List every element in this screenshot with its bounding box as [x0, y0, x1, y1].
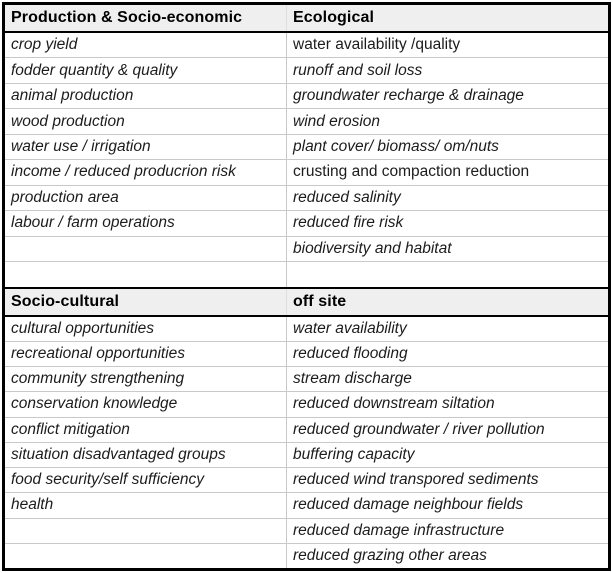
- section-sociocultural-offsite: Socio-cultural off site cultural opportu…: [5, 286, 608, 568]
- table-cell: water use / irrigation: [5, 134, 287, 160]
- table-cell: [5, 543, 287, 568]
- table-row: wood production wind erosion: [5, 109, 608, 135]
- table-cell: water availability: [293, 319, 407, 337]
- table-row: food security/self sufficiency reduced w…: [5, 468, 608, 494]
- header-off-site: off site: [293, 292, 347, 310]
- table-cell: runoff and soil loss: [293, 61, 423, 79]
- header-socio-cultural: Socio-cultural: [5, 288, 287, 315]
- table-body-bottom: cultural opportunities water availabilit…: [5, 316, 608, 568]
- table-row: health reduced damage neighbour fields: [5, 493, 608, 519]
- table-row: conservation knowledge reduced downstrea…: [5, 392, 608, 418]
- table-cell: health: [5, 493, 287, 518]
- table-cell: reduced flooding: [293, 344, 408, 362]
- table-row: water use / irrigation plant cover/ biom…: [5, 134, 608, 161]
- table-cell: reduced downstream siltation: [293, 395, 495, 413]
- table-cell: labour / farm operations: [5, 211, 287, 236]
- table-cell: water availability /quality: [293, 36, 461, 54]
- table-cell: reduced damage infrastructure: [293, 521, 505, 539]
- header-row-bottom: Socio-cultural off site: [5, 286, 608, 317]
- table-cell: production area: [5, 185, 287, 211]
- table-cell: [5, 236, 287, 262]
- table-row: community strengthening stream discharge: [5, 367, 608, 393]
- table-cell: crop yield: [5, 33, 287, 58]
- table-row: fodder quantity & quality runoff and soi…: [5, 58, 608, 84]
- table-cell: reduced fire risk: [293, 214, 404, 232]
- table-cell: plant cover/ biomass/ om/nuts: [293, 138, 499, 156]
- table-row: income / reduced producrion risk crustin…: [5, 160, 608, 186]
- table-cell: situation disadvantaged groups: [5, 442, 287, 467]
- table-cell: animal production: [5, 83, 287, 109]
- table-cell: buffering capacity: [293, 445, 415, 463]
- table-cell: [5, 262, 287, 287]
- table-row: conflict mitigation reduced groundwater …: [5, 417, 608, 443]
- table-cell: wind erosion: [293, 112, 381, 130]
- table-cell: reduced damage neighbour fields: [293, 496, 524, 514]
- header-row-top: Production & Socio-economic Ecological: [5, 5, 608, 33]
- table-cell: cultural opportunities: [5, 316, 287, 341]
- table-row: biodiversity and habitat: [5, 236, 608, 263]
- table-cell: income / reduced producrion risk: [5, 160, 287, 185]
- header-ecological: Ecological: [293, 9, 375, 26]
- table-row: animal production groundwater recharge &…: [5, 83, 608, 110]
- header-production-socio-economic: Production & Socio-economic: [5, 5, 287, 31]
- table-cell: biodiversity and habitat: [293, 239, 452, 257]
- section-production-ecological: Production & Socio-economic Ecological c…: [5, 5, 608, 287]
- table-row: reduced grazing other areas: [5, 543, 608, 568]
- table-cell: recreational opportunities: [5, 341, 287, 366]
- table-row: crop yield water availability /quality: [5, 33, 608, 59]
- table-row: situation disadvantaged groups buffering…: [5, 442, 608, 468]
- table-cell: crusting and compaction reduction: [293, 163, 530, 181]
- table-cell: [5, 518, 287, 543]
- table-cell: groundwater recharge & drainage: [293, 87, 524, 105]
- table-cell: conflict mitigation: [5, 417, 287, 442]
- table-row: [5, 262, 608, 287]
- table-row: labour / farm operations reduced fire ri…: [5, 211, 608, 237]
- table-row: reduced damage infrastructure: [5, 518, 608, 544]
- table-row: production area reduced salinity: [5, 185, 608, 212]
- table-cell: conservation knowledge: [5, 392, 287, 417]
- table-cell: food security/self sufficiency: [5, 468, 287, 493]
- table-cell: fodder quantity & quality: [5, 58, 287, 83]
- table-cell: wood production: [5, 109, 287, 134]
- table-cell: reduced grazing other areas: [293, 546, 487, 564]
- table-cell: [287, 262, 608, 286]
- table-cell: reduced wind transpored sediments: [293, 471, 539, 489]
- table-cell: stream discharge: [293, 370, 412, 388]
- table-row: cultural opportunities water availabilit…: [5, 316, 608, 342]
- table-cell: reduced salinity: [293, 188, 401, 206]
- table-row: recreational opportunities reduced flood…: [5, 341, 608, 367]
- table-cell: community strengthening: [5, 367, 287, 392]
- table-body-top: crop yield water availability /quality f…: [5, 33, 608, 287]
- table-cell: reduced groundwater / river pollution: [293, 420, 545, 438]
